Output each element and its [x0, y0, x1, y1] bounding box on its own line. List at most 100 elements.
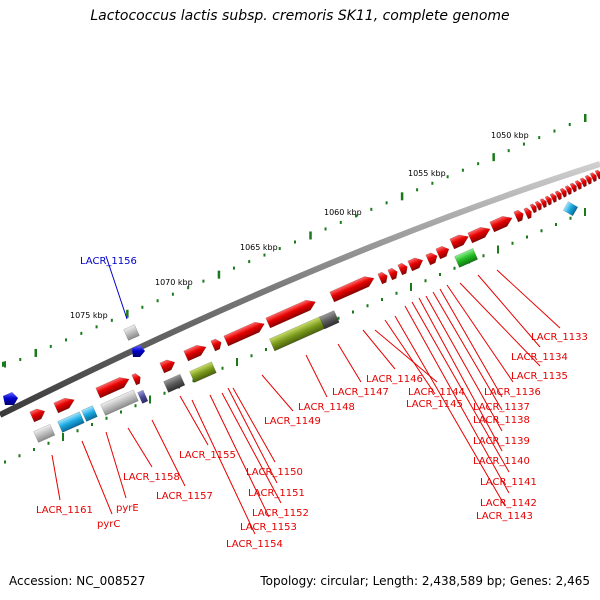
minor-tick [65, 338, 68, 342]
gene-forward-dense-12 [589, 172, 597, 183]
inner-minor-tick [265, 348, 267, 351]
gene-forward-dense-12-shape [589, 172, 597, 183]
leader-line-pyrc [81, 440, 113, 515]
gene-label-lacr_1161: LACR_1161 [36, 505, 93, 516]
inner-minor-tick [163, 391, 166, 395]
leader-line-lacr_1158 [127, 427, 153, 468]
gene-label-lacr_1141: LACR_1141 [480, 477, 537, 488]
inner-minor-tick [381, 298, 383, 301]
gene-forward-4 [159, 359, 176, 374]
inner-minor-tick [395, 291, 398, 295]
scale-label: 1055 kbp [408, 169, 446, 178]
gene-forward-7 [223, 321, 265, 347]
inner-minor-tick [366, 304, 369, 308]
gene-forward-11 [387, 267, 398, 281]
minor-tick [19, 357, 22, 361]
gene-forward-20-shape [523, 207, 532, 220]
leader-line-lacr_1148 [305, 354, 328, 398]
leader-line-lacr_1139 [425, 295, 503, 432]
gene-forward-16-shape [449, 234, 469, 250]
gene-label-lacr_1147: LACR_1147 [332, 387, 389, 398]
gene-reverse-grey-1161-shape [33, 423, 56, 443]
leader-line-lacr_1145 [384, 319, 436, 395]
inner-minor-tick [482, 254, 485, 258]
gene-forward-17 [467, 227, 491, 244]
leader-line-lacr_1140 [418, 297, 503, 452]
inner-minor-tick [439, 273, 441, 276]
gene-forward-11-shape [387, 267, 398, 281]
gene-reverse-grey-1158-shape [100, 389, 139, 416]
scale-label: 1070 kbp [155, 278, 193, 287]
gene-forward-dense-8-shape [569, 182, 577, 193]
gene-reverse-grey-1158 [100, 389, 139, 416]
minor-tick [339, 220, 342, 224]
inner-minor-tick [105, 416, 108, 420]
minor-tick [431, 181, 434, 185]
gene-forward-dense-5 [554, 190, 562, 201]
gene-reverse-dark-1155 [163, 373, 186, 393]
gene-label-lacr_1134: LACR_1134 [511, 352, 568, 363]
inner-minor-tick [250, 354, 253, 358]
inner-minor-tick [33, 448, 35, 451]
minor-tick [538, 136, 541, 140]
gene-forward-3 [131, 373, 141, 386]
gene-forward-18 [489, 216, 513, 233]
gene-label-lacr_1150: LACR_1150 [246, 467, 303, 478]
leader-line-lacr_1150 [232, 387, 276, 463]
gene-label-lacr_1152: LACR_1152 [252, 508, 309, 519]
leader-line-lacr_1161 [51, 454, 61, 501]
gene-forward-dense-1 [534, 200, 542, 211]
gene-forward-dense-10-shape [579, 177, 587, 188]
gene-forward-0-shape [29, 408, 46, 423]
minor-tick [263, 253, 266, 257]
gene-forward-13-shape [407, 257, 424, 272]
inner-minor-tick [91, 423, 93, 426]
gene-forward-9-shape [329, 276, 375, 303]
genome-summary-text: Topology: circular; Length: 2,438,589 bp… [260, 574, 590, 588]
gene-forward-dense-6 [559, 187, 567, 198]
gene-forward-15 [435, 246, 450, 260]
inner-major-tick [584, 208, 586, 216]
gene-forward-dense-9 [574, 180, 582, 190]
leader-line-lacr_1143 [394, 315, 506, 507]
gene-label-lacr_1144: LACR_1144 [408, 387, 465, 398]
gene-forward-13 [407, 257, 424, 272]
gene-forward-12-shape [397, 262, 408, 276]
major-tick [34, 348, 38, 357]
minor-tick [370, 207, 373, 211]
minor-tick [568, 123, 571, 127]
inner-minor-tick [134, 404, 137, 408]
inner-minor-tick [76, 429, 79, 433]
gene-highlight-1156 [132, 345, 145, 357]
gene-label-lacr_1158: LACR_1158 [123, 472, 180, 483]
gene-reverse-cyan-pyrC-shape [57, 411, 85, 433]
gene-forward-dense-6-shape [559, 187, 567, 198]
gene-label-lacr_1145: LACR_1145 [406, 399, 463, 410]
scale-label: 1060 kbp [324, 208, 362, 217]
gene-forward-12 [397, 262, 408, 276]
gene-reverse-cyan-1133 [562, 201, 579, 217]
gene-forward-dense-2 [539, 198, 547, 209]
minor-tick [80, 331, 83, 335]
gene-labels: LACR_1133 LACR_1134 LACR_1135 LACR_1136 LACR… [36, 256, 588, 550]
inner-minor-tick [4, 460, 6, 464]
gene-forward-dense-1-shape [534, 200, 542, 211]
gene-forward-dense-0 [529, 203, 537, 214]
minor-tick [49, 344, 52, 348]
gene-label-lacr_1139: LACR_1139 [473, 436, 530, 447]
inner-minor-tick [221, 366, 224, 370]
gene-forward-2-shape [95, 377, 130, 399]
leader-line-lacr_1134 [477, 274, 541, 348]
inner-minor-tick [526, 235, 528, 239]
gene-forward-16 [449, 234, 469, 250]
gene-grey-1156-partner-shape [123, 324, 140, 341]
gene-forward-dense-7 [564, 185, 572, 196]
minor-tick [416, 188, 419, 192]
inner-major-tick [236, 358, 238, 366]
inner-minor-tick [569, 216, 572, 220]
inner-minor-tick [47, 441, 50, 445]
leader-line-lacr_1152 [221, 392, 282, 504]
gene-forward-dense-4-shape [549, 193, 557, 203]
leader-line-lacr_1146 [362, 329, 396, 370]
gene-forward-3-shape [131, 373, 141, 386]
